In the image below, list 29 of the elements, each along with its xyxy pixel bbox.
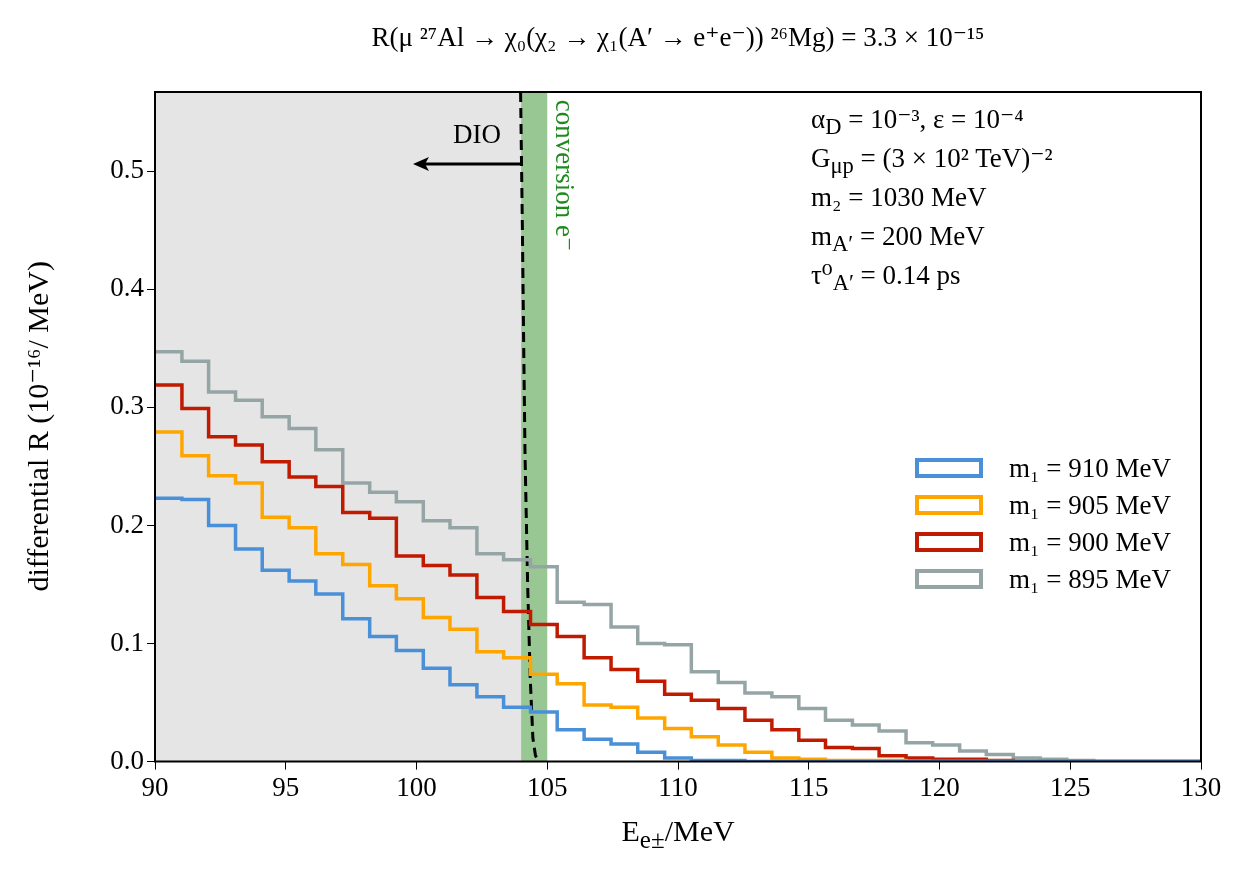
legend-label: m₁ = 895 MeV [1009,563,1171,595]
y-tick-label: 0.5 [110,154,144,185]
annotation: m$_{A′}$ = 200 MeV [811,221,985,258]
x-tick-label: 110 [658,771,698,802]
x-axis-title: E$_{e±}$/MeV [621,813,735,855]
x-tick-label: 115 [789,771,829,802]
x-tick-label: 100 [396,771,437,802]
y-tick-label: 0.0 [110,744,144,775]
y-tick-label: 0.3 [110,390,144,421]
annotation: m₂ = 1030 MeV [811,182,987,214]
x-tick-label: 90 [141,771,169,802]
annotation: DIO [453,118,502,150]
y-tick-label: 0.4 [110,272,145,303]
y-tick-label: 0.1 [110,626,144,657]
annotation: α$_{D}$ = 10⁻³, ε = 10⁻⁴ [811,104,1024,141]
legend-label: m₁ = 905 MeV [1009,489,1171,521]
y-tick-label: 0.2 [110,508,144,539]
x-tick-label: 105 [527,771,568,802]
band-label: conversion e⁻ [549,99,581,252]
legend-label: m₁ = 910 MeV [1009,452,1171,484]
annotation: τ⁰$_{A′}$ = 0.14 ps [811,260,961,297]
chart-title: R(μ ²⁷Al → χ₀(χ₂ → χ₁(A′ → e⁺e⁻)) ²⁶Mg) = 3.3 × 10⁻¹⁵ [371,22,985,54]
x-tick-label: 95 [272,771,300,802]
x-tick-label: 125 [1050,771,1091,802]
legend-label: m₁ = 900 MeV [1009,526,1171,558]
annotation: G$_{μp}$ = (3 × 10² TeV)⁻² [811,143,1053,180]
x-tick-label: 130 [1180,771,1222,802]
x-tick-label: 120 [919,771,960,802]
y-axis-title: differential R (10⁻¹⁶/ MeV) [20,261,55,592]
